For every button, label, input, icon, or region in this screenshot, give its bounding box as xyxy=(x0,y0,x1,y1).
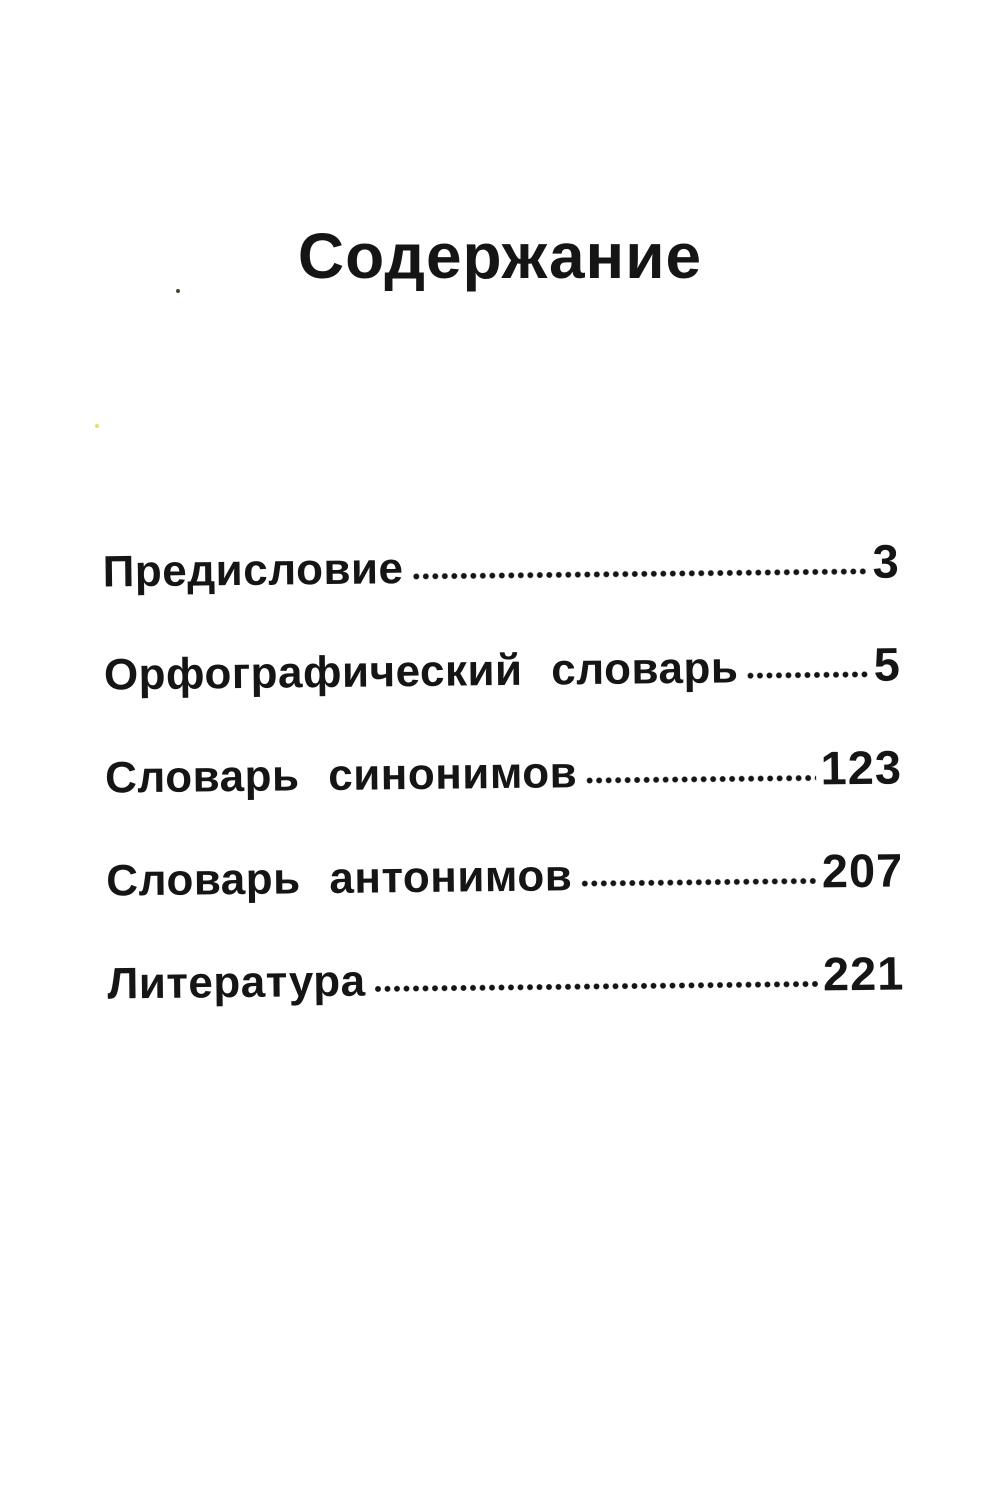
toc-entry: Словарь антонимов 207 xyxy=(106,842,904,905)
book-contents-page: Содержание Предисловие 3 Орфографический… xyxy=(0,224,1000,1489)
scan-speck xyxy=(176,289,180,293)
dot-leader xyxy=(581,877,817,888)
toc-entry-label: Орфографический словарь xyxy=(103,643,739,700)
toc-entry: Литература 221 xyxy=(107,945,905,1008)
page-title: Содержание xyxy=(297,220,703,292)
toc-entry: Предисловие 3 xyxy=(102,533,900,596)
scan-speck xyxy=(95,424,99,428)
toc-entry-label: Предисловие xyxy=(102,544,404,597)
dot-leader xyxy=(374,980,819,993)
dot-leader xyxy=(586,774,816,785)
toc-entry-page-number: 123 xyxy=(820,740,903,795)
dot-leader xyxy=(747,670,869,680)
toc-entry-label: Литература xyxy=(107,956,366,1009)
toc-entry-page-number: 5 xyxy=(873,637,902,691)
toc-entry-page-number: 221 xyxy=(822,946,905,1001)
toc-entry-label: Словарь антонимов xyxy=(105,851,573,906)
toc-entry-label: Словарь синонимов xyxy=(104,748,578,803)
dot-leader xyxy=(412,567,868,581)
toc-entry-page-number: 207 xyxy=(821,843,904,898)
toc-entry-page-number: 3 xyxy=(872,534,900,588)
toc-entry: Орфографический словарь 5 xyxy=(104,636,902,699)
toc-entry: Словарь синонимов 123 xyxy=(105,739,903,802)
table-of-contents: Предисловие 3 Орфографический словарь 5 … xyxy=(102,533,905,1008)
